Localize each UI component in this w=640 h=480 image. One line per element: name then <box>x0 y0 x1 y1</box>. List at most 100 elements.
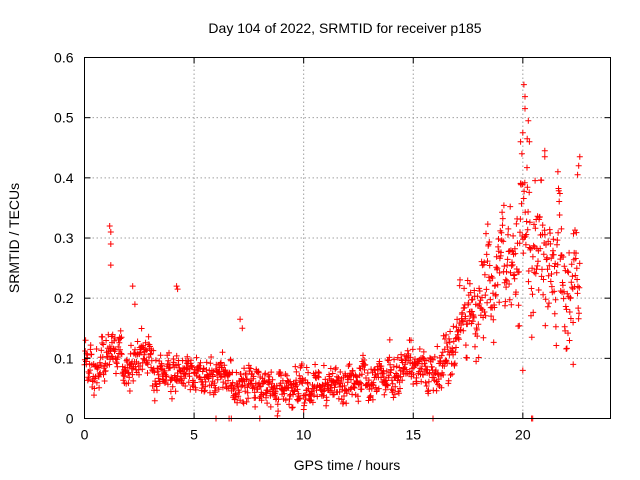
data-point <box>526 138 533 145</box>
data-point <box>485 274 492 281</box>
data-point <box>275 396 282 403</box>
y-tick-label: 0.2 <box>54 290 74 306</box>
data-point <box>423 357 429 364</box>
data-point <box>435 381 442 388</box>
data-point <box>498 237 505 244</box>
data-point <box>420 371 427 378</box>
data-point <box>534 262 541 269</box>
data-point <box>490 316 497 323</box>
data-point <box>243 398 250 405</box>
data-point <box>382 386 389 393</box>
data-point <box>505 225 512 232</box>
data-point <box>298 361 305 367</box>
data-point <box>157 352 164 359</box>
data-point <box>181 375 188 382</box>
data-point <box>286 401 293 408</box>
data-point <box>481 309 488 315</box>
data-point <box>381 391 388 398</box>
data-point <box>475 321 482 328</box>
data-point <box>296 396 302 402</box>
data-point <box>484 299 491 306</box>
data-point <box>337 369 344 375</box>
data-point <box>498 229 505 236</box>
data-point <box>136 371 142 378</box>
data-point <box>423 383 430 389</box>
data-point <box>550 247 556 254</box>
data-point <box>530 309 537 316</box>
data-point <box>364 382 371 389</box>
data-point <box>239 325 246 332</box>
data-point <box>394 354 401 361</box>
data-point <box>357 379 364 386</box>
data-point <box>541 231 548 238</box>
data-point <box>214 376 221 383</box>
data-point <box>118 334 125 341</box>
data-point <box>380 374 387 380</box>
data-point <box>570 319 577 326</box>
data-point <box>540 276 547 283</box>
data-point <box>138 325 145 332</box>
data-points <box>81 81 583 422</box>
data-point <box>559 282 566 289</box>
data-point <box>572 272 579 279</box>
data-point <box>335 374 342 381</box>
data-point <box>498 249 504 256</box>
data-point <box>435 376 442 383</box>
data-point <box>82 337 89 344</box>
data-point <box>422 379 429 386</box>
data-point <box>407 354 414 361</box>
data-point <box>555 229 562 236</box>
data-point <box>295 390 302 397</box>
data-point <box>505 231 511 238</box>
data-point <box>244 384 251 391</box>
data-point <box>375 385 382 392</box>
data-point <box>365 377 372 384</box>
data-point <box>529 265 536 272</box>
data-point <box>301 400 308 406</box>
data-point <box>187 386 194 393</box>
data-point <box>455 334 462 341</box>
data-point <box>482 292 489 299</box>
data-point <box>258 397 265 404</box>
data-point <box>500 202 507 209</box>
data-point <box>556 212 563 218</box>
data-point <box>574 290 581 297</box>
data-point <box>503 284 510 291</box>
data-point <box>434 370 441 377</box>
data-point <box>507 203 514 210</box>
data-point <box>383 381 390 388</box>
data-point <box>489 275 496 281</box>
data-point <box>532 270 539 277</box>
data-point <box>453 324 460 331</box>
data-point <box>142 346 149 353</box>
data-point <box>567 315 574 322</box>
data-point <box>574 283 581 290</box>
data-point <box>229 379 236 386</box>
data-point <box>375 366 381 373</box>
y-axis-label: SRMTID / TECUs <box>6 183 22 293</box>
data-point <box>476 285 483 292</box>
data-point <box>433 387 440 394</box>
data-point <box>147 343 153 350</box>
data-point <box>522 241 529 248</box>
data-point <box>244 389 251 396</box>
data-point <box>483 230 489 237</box>
data-point <box>231 385 238 391</box>
data-point <box>568 279 575 286</box>
data-point <box>566 309 573 315</box>
data-point <box>529 291 536 298</box>
data-point <box>564 268 571 275</box>
data-point <box>513 289 519 296</box>
data-point <box>341 393 347 399</box>
data-point <box>502 298 509 305</box>
data-point <box>520 250 527 257</box>
data-point <box>100 341 107 348</box>
data-point <box>408 337 414 344</box>
data-point <box>192 386 199 393</box>
data-point <box>449 371 455 377</box>
data-point <box>443 331 450 338</box>
data-point <box>544 266 551 273</box>
data-point <box>515 302 522 309</box>
data-point <box>106 223 113 229</box>
data-point <box>101 363 108 370</box>
